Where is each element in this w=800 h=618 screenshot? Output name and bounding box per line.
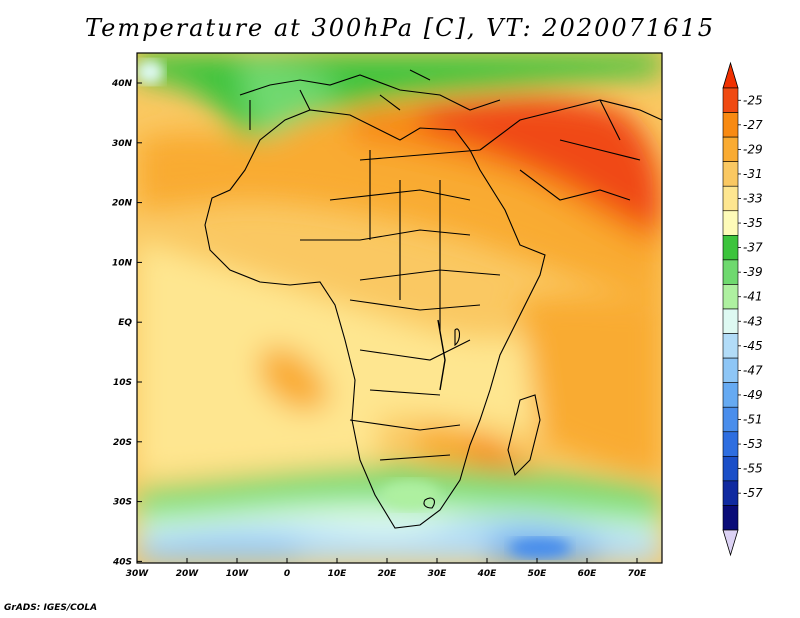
- colorbar-label: -25: [743, 93, 763, 107]
- lat-tick-label: 20S: [113, 438, 132, 448]
- colorbar-swatch: [722, 210, 739, 236]
- colorbar-label: -51: [743, 413, 763, 427]
- latitude-axis: 40N 30N 20N 10N EQ 10S 20S 30S 40S: [111, 79, 142, 567]
- colorbar-label: -35: [743, 216, 763, 230]
- colorbar-swatch: [722, 308, 739, 334]
- colorbar-label: -53: [743, 437, 763, 451]
- colorbar-swatch: [722, 333, 739, 359]
- lat-tick-label: 10N: [112, 258, 133, 268]
- colorbar-swatch: [722, 259, 739, 285]
- colorbar-label: -43: [743, 314, 763, 328]
- lon-tick-label: 20E: [378, 569, 398, 579]
- colorbar-label: -39: [743, 265, 763, 279]
- colorbar-label: -55: [743, 462, 763, 476]
- colorbar-swatch: [722, 406, 739, 433]
- colorbar-label: -27: [743, 118, 763, 132]
- colorbar-label: -37: [743, 241, 763, 255]
- lat-tick-label: 30S: [113, 498, 132, 508]
- colorbar-label: -57: [743, 486, 763, 500]
- colorbar-top-arrow: [722, 61, 739, 89]
- coastlines: [204, 69, 662, 529]
- colorbar-swatch: [722, 382, 739, 408]
- lat-tick-label: 10S: [113, 378, 132, 388]
- lat-tick-label: 30N: [112, 139, 133, 149]
- colorbar-swatch: [722, 136, 739, 162]
- colorbar-label: -41: [743, 290, 763, 304]
- colorbar-swatch: [722, 185, 739, 212]
- colorbar-swatch: [722, 431, 739, 457]
- lon-tick-label: 10E: [328, 569, 348, 579]
- credit-label: GrADS: IGES/COLA: [4, 603, 98, 613]
- lat-tick-label: 40N: [111, 79, 133, 89]
- lon-tick-label: 20W: [176, 569, 200, 579]
- colorbar-label: -31: [743, 167, 763, 181]
- lon-tick-label: 40E: [477, 569, 498, 579]
- lon-tick-label: 10W: [226, 569, 250, 579]
- colorbar-label: -47: [743, 363, 763, 377]
- colorbar-swatch: [722, 112, 739, 138]
- colorbar-swatch: [722, 456, 739, 482]
- colorbar-label: -45: [743, 339, 763, 353]
- lon-tick-label: 50E: [528, 569, 548, 579]
- colorbar-swatch: [722, 480, 739, 506]
- colorbar-swatch: [722, 505, 739, 531]
- lon-tick-label: 30W: [126, 569, 150, 579]
- lon-tick-label: 70E: [628, 569, 648, 579]
- colorbar-bottom-arrow: [722, 529, 739, 557]
- lon-tick-label: 0: [284, 569, 290, 579]
- lat-tick-label: 40S: [112, 557, 132, 567]
- lon-tick-label: 60E: [578, 569, 598, 579]
- colorbar-label: -29: [743, 142, 763, 156]
- map-title: Temperature at 300hPa [C], VT: 202007161…: [85, 14, 715, 42]
- lat-tick-label: EQ: [118, 318, 132, 328]
- lon-tick-label: 30E: [428, 569, 448, 579]
- colorbar-label: -49: [743, 388, 763, 402]
- colorbar-swatch: [722, 284, 739, 310]
- colorbar-swatch: [722, 87, 739, 113]
- colorbar-swatch: [722, 357, 739, 383]
- longitude-axis: 30W 20W 10W 0 10E 20E 30E 40E 50E 60E 70E: [126, 558, 647, 579]
- colorbar-swatch: [722, 161, 739, 187]
- plot-frame: [136, 52, 663, 564]
- colorbar: -25 -27 -29 -31 -33 -35 -37 -39 -41 -43 -45 -47 -49 -…: [722, 61, 763, 557]
- colorbar-label: -33: [743, 192, 763, 206]
- temperature-field: [137, 53, 662, 563]
- lat-tick-label: 20N: [112, 199, 133, 209]
- colorbar-swatch: [722, 235, 739, 261]
